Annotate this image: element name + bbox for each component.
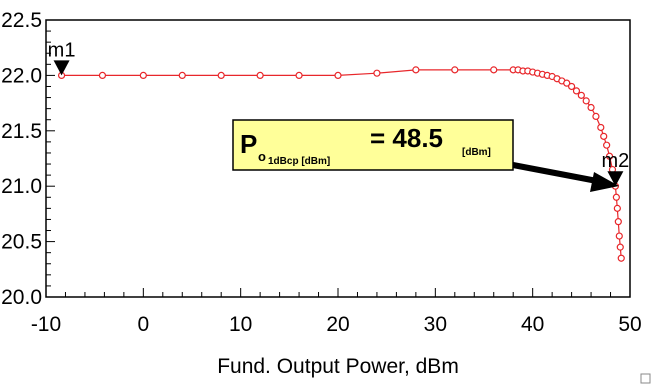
data-point [603, 141, 611, 149]
data-point [597, 123, 605, 132]
data-point [614, 218, 622, 226]
annotation-arrow-head [590, 172, 619, 192]
y-tick-label: 21.0 [1, 175, 42, 198]
data-point [567, 82, 576, 91]
data-point [600, 132, 608, 140]
annotation-callout: P o 1dBcp [dBm] = 48.5 [dBm] [232, 119, 619, 192]
data-point [334, 71, 342, 80]
y-tick-label: 20.0 [1, 286, 42, 309]
data-point [139, 71, 147, 80]
data-point [178, 71, 186, 80]
marker-triangle-icon [607, 171, 624, 187]
y-tick-label: 22.0 [1, 64, 42, 87]
annotation-main: P [240, 129, 257, 159]
data-point [617, 254, 625, 262]
x-tick-label: 20 [326, 313, 349, 336]
annotation-sub2: 1dBcp [dBm] [268, 156, 330, 167]
annotation-arrow-line [512, 162, 598, 184]
data-point [605, 152, 614, 160]
x-tick-label: 0 [137, 313, 149, 336]
data-point [577, 91, 585, 99]
data-point [451, 66, 459, 74]
annotation-box [232, 119, 514, 171]
y-tick-label: 22.5 [1, 9, 42, 32]
annotation-sub: o [258, 149, 266, 164]
x-tick-label: 10 [229, 313, 252, 336]
data-point [572, 87, 581, 95]
x-axis-title: Fund. Output Power, dBm [217, 355, 459, 378]
annotation-units: [dBm] [462, 147, 491, 158]
x-tick-label: 40 [521, 313, 544, 336]
marker-label: m1 [48, 39, 76, 61]
data-point [412, 66, 420, 74]
data-point [563, 79, 571, 87]
data-point [295, 71, 303, 80]
data-point [256, 71, 264, 80]
data-point [587, 103, 595, 112]
data-point [616, 243, 624, 251]
data-point [98, 71, 107, 80]
axis-ticks: -10 0 10 20 30 40 50 20.0 20.5 21.0 21.5 22.0 22.5 [1, 9, 642, 336]
y-tick-label: 21.5 [1, 120, 42, 143]
y-tick-label: 20.5 [1, 231, 42, 254]
data-point [582, 97, 590, 105]
annotation-equals: = 48.5 [370, 123, 443, 153]
markers-layer: m1 m2 [48, 39, 630, 187]
data-point [373, 69, 381, 77]
data-point [217, 71, 225, 80]
x-tick-label: 30 [424, 313, 447, 336]
data-point [592, 112, 600, 120]
data-point [612, 193, 620, 201]
resize-grip-icon [640, 373, 651, 384]
marker-label: m2 [602, 150, 630, 172]
data-point [490, 66, 498, 74]
series-layer [57, 66, 625, 262]
marker-triangle-icon [53, 60, 70, 76]
x-tick-label: 50 [618, 313, 641, 336]
x-tick-label: -10 [31, 313, 61, 336]
data-point [613, 204, 621, 212]
data-point [615, 232, 623, 240]
